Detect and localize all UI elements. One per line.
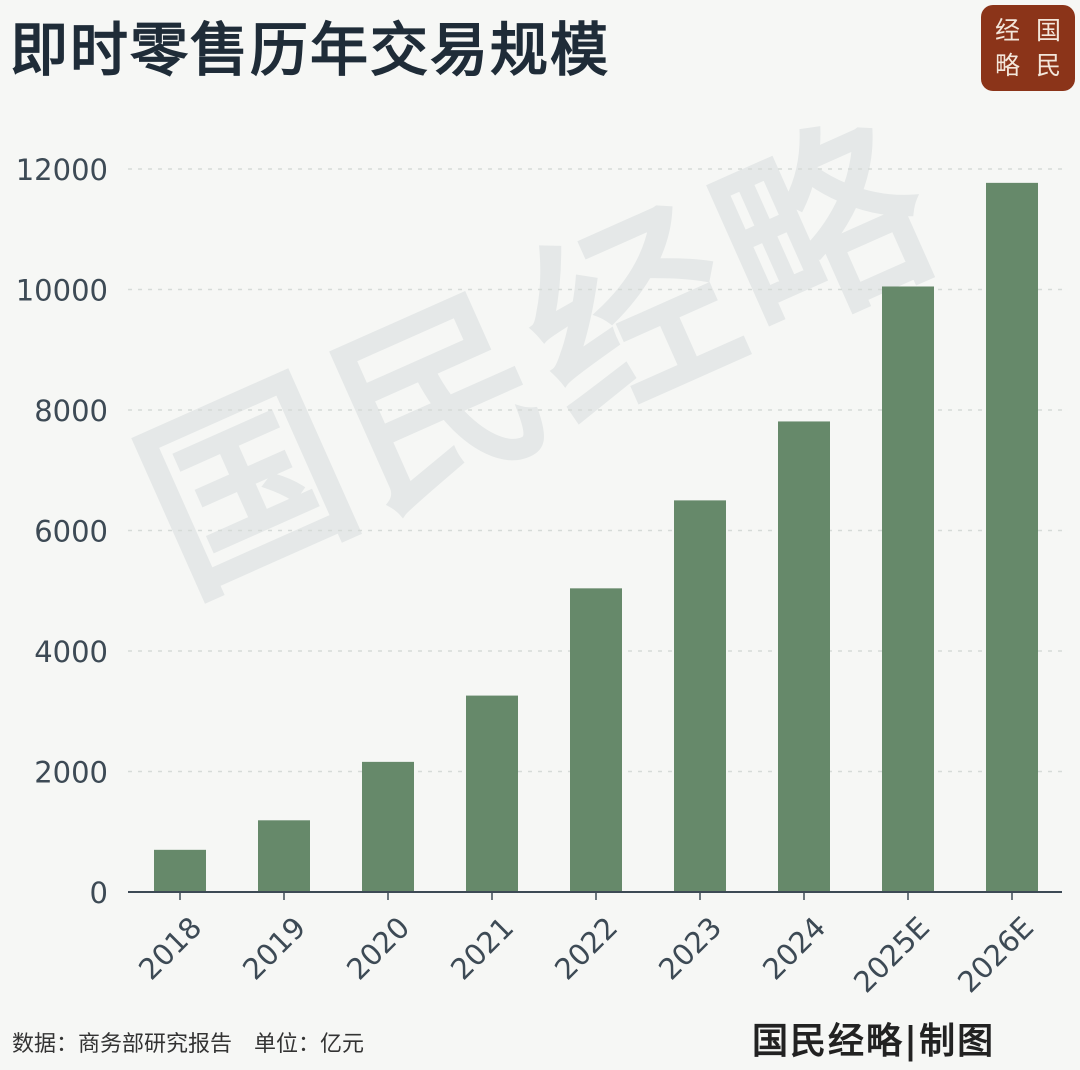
x-tick-label: 2020: [340, 910, 416, 986]
x-tick-label: 2024: [756, 910, 832, 986]
bars: [154, 182, 1038, 893]
logo-char: 经: [994, 16, 1020, 45]
x-axis-ticks: 2018 2019 2020 2021 2022 2023 2024 2025E 2026E: [132, 892, 1040, 999]
y-tick-label: 2000: [34, 756, 108, 790]
logo-char: 民: [1035, 51, 1061, 80]
y-tick-label: 4000: [34, 635, 108, 669]
y-tick-label: 6000: [34, 515, 108, 549]
brand-logo: 经 国 略 民: [981, 5, 1075, 91]
logo-char: 国: [1035, 16, 1061, 45]
bar-2025e: [882, 286, 934, 892]
logo-char: 略: [994, 51, 1020, 80]
y-tick-label: 8000: [34, 394, 108, 428]
bar-2024: [778, 421, 830, 892]
bar-2023: [674, 500, 726, 892]
bar-chart: 0 2000 4000 6000 8000 10000 12000 2018 2019 2020…: [16, 153, 1062, 999]
y-tick-label: 0: [90, 876, 108, 910]
y-axis-ticks: 0 2000 4000 6000 8000 10000 12000: [16, 153, 108, 910]
bar-2020: [362, 761, 414, 892]
y-tick-label: 10000: [16, 274, 108, 308]
bar-2019: [258, 820, 310, 892]
credit-text: 国民经略|制图: [752, 1020, 996, 1062]
source-note: 数据：商务部研究报告 单位：亿元: [12, 1026, 364, 1058]
unit-text: 单位：亿元: [254, 1032, 365, 1057]
source-text: 数据：商务部研究报告: [12, 1032, 233, 1057]
bar-2021: [466, 695, 518, 892]
x-tick-label: 2025E: [847, 910, 936, 999]
page-title: 即时零售历年交易规模: [10, 16, 611, 84]
x-tick-label: 2023: [652, 910, 728, 986]
bar-2018: [154, 849, 206, 892]
x-tick-label: 2022: [548, 910, 624, 986]
x-tick-label: 2018: [132, 910, 208, 986]
x-tick-label: 2021: [444, 910, 520, 986]
x-tick-label: 2019: [236, 910, 312, 986]
x-tick-label: 2026E: [951, 910, 1040, 999]
bar-2022: [570, 588, 622, 892]
bar-2026e: [986, 182, 1038, 893]
y-tick-label: 12000: [16, 153, 108, 187]
